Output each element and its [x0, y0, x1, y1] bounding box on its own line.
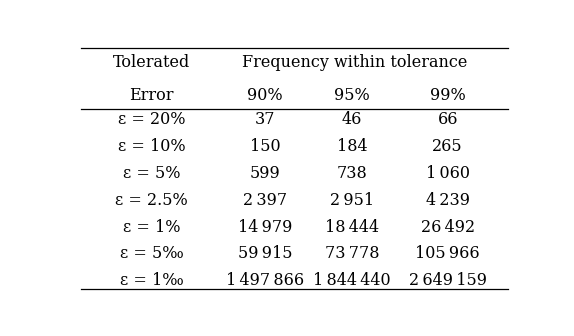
Text: 90%: 90%	[247, 87, 283, 104]
Text: 59 915: 59 915	[238, 246, 293, 262]
Text: 1 497 866: 1 497 866	[226, 272, 304, 289]
Text: 2 649 159: 2 649 159	[409, 272, 487, 289]
Text: ε = 10%: ε = 10%	[118, 138, 185, 155]
Text: 95%: 95%	[334, 87, 370, 104]
Text: 18 444: 18 444	[325, 218, 379, 236]
Text: 73 778: 73 778	[325, 246, 379, 262]
Text: 2 397: 2 397	[243, 192, 288, 209]
Text: Frequency within tolerance: Frequency within tolerance	[242, 54, 468, 71]
Text: 14 979: 14 979	[238, 218, 292, 236]
Text: ε = 1‰: ε = 1‰	[120, 272, 184, 289]
Text: 46: 46	[342, 111, 362, 128]
Text: 66: 66	[437, 111, 458, 128]
Text: Tolerated: Tolerated	[113, 54, 191, 71]
Text: ε = 5%: ε = 5%	[123, 165, 181, 182]
Text: 1 060: 1 060	[426, 165, 470, 182]
Text: 150: 150	[250, 138, 281, 155]
Text: ε = 20%: ε = 20%	[118, 111, 185, 128]
Text: 37: 37	[255, 111, 276, 128]
Text: 265: 265	[432, 138, 463, 155]
Text: 99%: 99%	[430, 87, 466, 104]
Text: ε = 5‰: ε = 5‰	[120, 246, 184, 262]
Text: 599: 599	[250, 165, 281, 182]
Text: Error: Error	[130, 87, 174, 104]
Text: ε = 1%: ε = 1%	[123, 218, 181, 236]
Text: 2 951: 2 951	[330, 192, 374, 209]
Text: 105 966: 105 966	[416, 246, 480, 262]
Text: 4 239: 4 239	[426, 192, 470, 209]
Text: ε = 2.5%: ε = 2.5%	[115, 192, 188, 209]
Text: 26 492: 26 492	[421, 218, 475, 236]
Text: 184: 184	[337, 138, 367, 155]
Text: 1 844 440: 1 844 440	[313, 272, 391, 289]
Text: 738: 738	[336, 165, 367, 182]
